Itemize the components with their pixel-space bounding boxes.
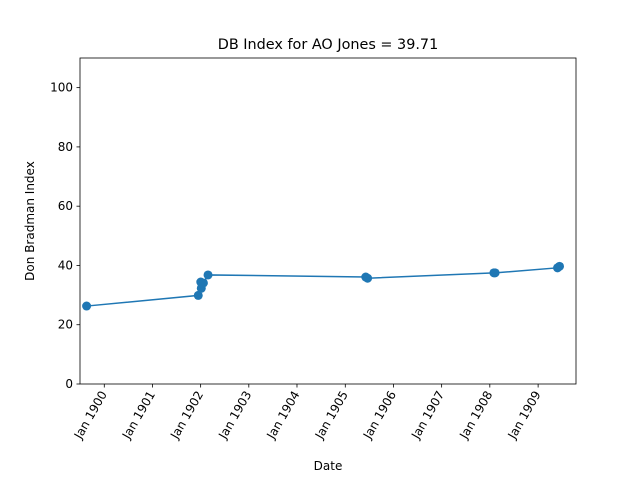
- y-tick-label: 80: [58, 140, 73, 154]
- data-point: [363, 273, 373, 283]
- data-point: [193, 290, 203, 300]
- chart-title: DB Index for AO Jones = 39.71: [218, 37, 439, 53]
- y-tick-label: 100: [50, 81, 73, 95]
- y-axis-label: Don Bradman Index: [23, 161, 37, 281]
- data-marks: [82, 261, 565, 311]
- y-tick-label: 60: [58, 199, 73, 213]
- y-tick-label: 20: [58, 318, 73, 332]
- x-tick-label: Jan 1900: [71, 389, 110, 443]
- data-point: [490, 268, 500, 278]
- x-tick-label: Jan 1901: [119, 389, 158, 443]
- x-tick-label: Jan 1907: [408, 389, 447, 443]
- y-tick-label: 40: [58, 258, 73, 272]
- x-axis-label: Date: [314, 459, 343, 473]
- y-tick-label: 0: [65, 377, 73, 391]
- x-tick-label: Jan 1903: [215, 389, 254, 443]
- x-tick-label: Jan 1905: [312, 389, 351, 443]
- x-tick-label: Jan 1906: [360, 389, 399, 443]
- data-point: [203, 270, 213, 280]
- x-tick-label: Jan 1904: [264, 389, 303, 443]
- series-line: [86, 265, 560, 307]
- x-tick-label: Jan 1908: [456, 389, 495, 443]
- data-point: [82, 301, 92, 311]
- x-tick-label: Jan 1909: [505, 389, 544, 443]
- data-point: [555, 261, 565, 271]
- x-tick-label: Jan 1902: [167, 389, 206, 443]
- data-point: [198, 278, 208, 288]
- plot-frame: [79, 57, 577, 385]
